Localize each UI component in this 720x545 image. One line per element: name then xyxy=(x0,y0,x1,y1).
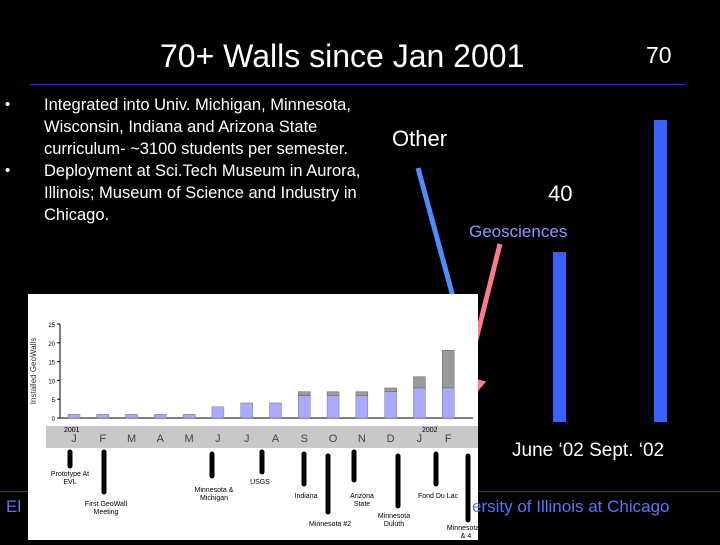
inset-y-tick-label: 15 xyxy=(48,361,55,367)
inset-bar-base xyxy=(269,402,282,419)
inset-event-label: Minnesota xyxy=(378,513,410,520)
inset-event-label: Minnesota 3 xyxy=(447,525,478,532)
inset-bar-base xyxy=(154,414,167,419)
inset-month-label: M xyxy=(127,433,136,445)
footer-left-text: El xyxy=(6,497,22,516)
inset-bar-base xyxy=(182,414,196,419)
inset-year-label: 2002 xyxy=(422,427,438,434)
inset-event-label: Meeting xyxy=(94,509,119,516)
inset-bar-base xyxy=(125,414,138,419)
inset-chart-svg: 0 5 10 15 20 25 Installed GeoWalls J F M A M J J A S O N D… xyxy=(29,323,485,540)
inset-bar-base xyxy=(326,395,340,419)
inset-bar-top xyxy=(413,376,426,389)
label-geosciences: Geosciences xyxy=(469,222,568,241)
inset-bar-base xyxy=(96,414,109,419)
inset-chart: 0 5 10 15 20 25 Installed GeoWalls J F M A M J J A S O N D… xyxy=(28,294,485,540)
inset-y-tick-label: 25 xyxy=(48,323,55,329)
bar-june-2002 xyxy=(553,252,566,422)
inset-bar-base xyxy=(442,387,455,419)
inset-month-label: A xyxy=(272,433,280,445)
inset-month-label: S xyxy=(301,433,308,445)
inset-month-label: D xyxy=(387,433,395,445)
inset-event-label: State xyxy=(354,501,370,508)
inset-y-tick-label: 10 xyxy=(48,379,55,385)
inset-y-tick-label: 0 xyxy=(52,417,56,423)
inset-bar-base xyxy=(298,395,311,419)
slide-title: 70+ Walls since Jan 2001 xyxy=(160,38,525,74)
inset-event-label: Arizona xyxy=(350,493,374,500)
inset-bar-base xyxy=(384,391,397,419)
bullet-item-museums: Deployment at Sci.Tech Museum in Aurora,… xyxy=(0,160,380,226)
inset-y-tick-label: 20 xyxy=(48,342,55,348)
inset-y-tick-label: 5 xyxy=(52,398,56,404)
inset-bar-top xyxy=(355,391,369,396)
inset-event-label: First GeoWall xyxy=(85,501,128,508)
bar-sept-2002 xyxy=(654,120,667,422)
inset-month-label: J xyxy=(215,433,221,445)
inset-month-label: M xyxy=(185,433,194,445)
inset-bar-base xyxy=(240,402,253,419)
inset-month-label: O xyxy=(329,433,338,445)
bar-dates-label: June ‘02 Sept. ‘02 xyxy=(512,440,665,461)
inset-month-strip xyxy=(46,426,478,448)
inset-event-label: Fond Du Lac xyxy=(418,493,459,500)
inset-bar-top xyxy=(384,387,397,392)
inset-event-label: EVL xyxy=(63,479,76,486)
top-bar-value: 70 xyxy=(646,42,672,68)
inset-event-label: & 4 xyxy=(461,533,472,540)
label-forty: 40 xyxy=(548,181,573,206)
inset-month-label: J xyxy=(71,433,77,445)
inset-bar-base xyxy=(355,395,369,419)
inset-bar-base xyxy=(413,387,426,419)
inset-month-label: F xyxy=(99,433,106,445)
inset-event-label: USGS xyxy=(250,479,270,486)
inset-month-label: A xyxy=(157,433,165,445)
inset-event-label: Prototype At xyxy=(51,471,89,478)
inset-bar-base xyxy=(67,414,81,419)
inset-event-label: Michigan xyxy=(200,495,228,502)
inset-y-label: Installed GeoWalls xyxy=(29,338,38,404)
inset-year-label: 2001 xyxy=(64,427,80,434)
inset-event-label: Minnesota & xyxy=(195,487,234,494)
inset-month-label: J xyxy=(417,433,423,445)
inset-bar-top xyxy=(326,391,340,396)
inset-event-label: Duluth xyxy=(384,521,404,528)
inset-month-label: F xyxy=(445,433,452,445)
footer-right-text: ersity of Illinois at Chicago xyxy=(472,497,670,516)
bullet-list: Integrated into Univ. Michigan, Minnesot… xyxy=(0,94,380,226)
inset-month-label: J xyxy=(244,433,250,445)
inset-bar-top xyxy=(298,391,311,396)
label-other: Other xyxy=(392,126,448,151)
inset-month-label: N xyxy=(358,433,366,445)
inset-event-label: Indiana xyxy=(295,493,318,500)
inset-bar-top xyxy=(442,350,455,389)
bullet-item-curriculum: Integrated into Univ. Michigan, Minnesot… xyxy=(0,94,380,160)
title-rule xyxy=(30,84,685,85)
inset-bar-base xyxy=(211,406,225,419)
inset-event-label: Minnesota #2 xyxy=(309,521,351,528)
